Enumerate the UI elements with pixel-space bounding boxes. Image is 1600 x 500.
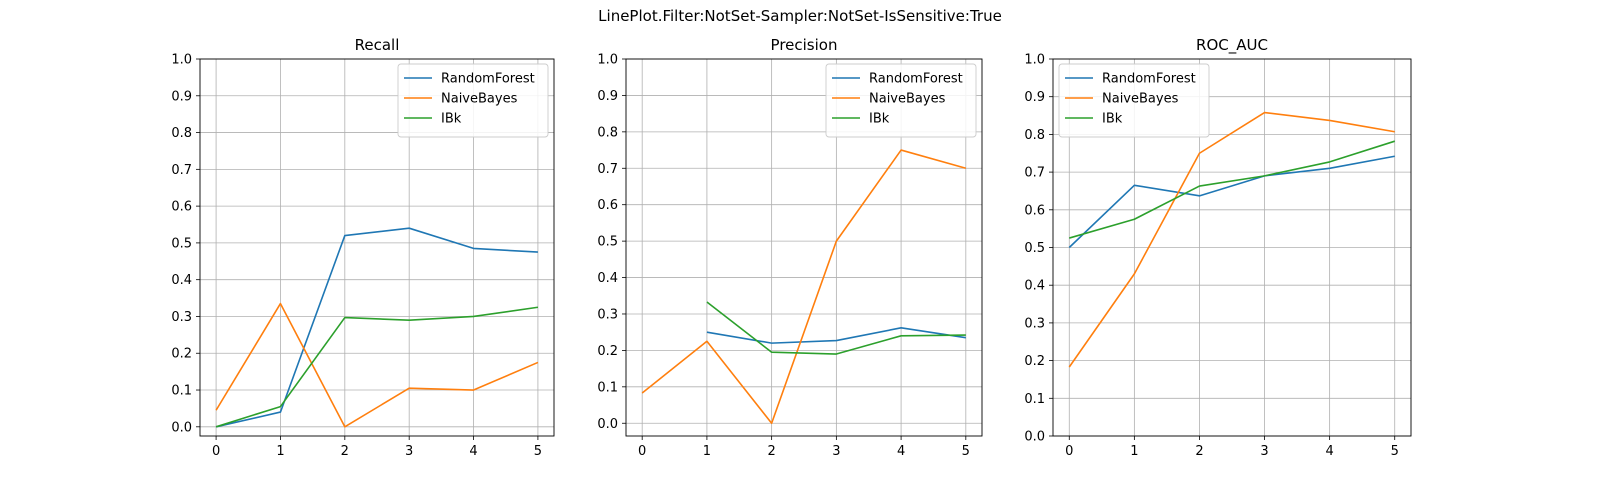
legend-box (397, 63, 549, 138)
x-tick-label: 5 (1391, 444, 1399, 459)
legend-label: RandomForest (869, 72, 963, 87)
legend: RandomForest NaiveBayes IBk (1058, 63, 1210, 138)
y-tick-label: 0.9 (1024, 90, 1045, 105)
series-line-ibk (215, 306, 539, 428)
figure-suptitle: LinePlot.Filter:NotSet-Sampler:NotSet-Is… (598, 7, 1002, 25)
panels: Recall 0 1 2 3 4 5 0.0 0.1 0.2 0.3 0.4 0.5 0.6 0.7 0.8 0… (171, 36, 1412, 459)
series-line-naivebayes (215, 302, 539, 428)
grid (1053, 58, 1411, 437)
y-tick-label: 0.3 (1024, 316, 1045, 331)
y-tick-label: 0.5 (171, 236, 192, 251)
panel-title: Recall (355, 36, 400, 54)
y-tick-label: 0.5 (597, 235, 618, 250)
x-tick-label: 4 (469, 444, 477, 459)
legend-box (1058, 63, 1210, 138)
chart-panel-2: Precision 0 1 2 3 4 5 0.0 0.1 0.2 0.3 0.4 0.5 0.6 0.7 0… (597, 36, 983, 459)
y-tick-label: 0.8 (597, 125, 618, 140)
legend-label: NaiveBayes (1102, 92, 1179, 107)
legend-label: RandomForest (441, 72, 535, 87)
series-line-randomforest (215, 227, 538, 428)
x-tick-label: 0 (638, 444, 646, 459)
x-tick-label: 5 (534, 444, 542, 459)
y-tick-label: 0.4 (171, 273, 192, 288)
y-tick-label: 0.7 (1024, 166, 1045, 181)
y-tick-label: 0.8 (1024, 128, 1045, 143)
x-tick-label: 2 (767, 444, 775, 459)
y-tick-label: 1.0 (1024, 53, 1045, 68)
x-tick-label: 1 (703, 444, 711, 459)
y-tick-label: 0.4 (597, 271, 618, 286)
y-tick-label: 0.0 (171, 420, 192, 435)
legend-label: IBk (869, 112, 890, 127)
x-tick-label: 3 (405, 444, 413, 459)
axes-frame (625, 58, 983, 437)
series-line-randomforest (706, 327, 966, 344)
y-tick-label: 0.5 (1024, 241, 1045, 256)
y-tick-label: 0.6 (597, 198, 618, 213)
y-tick-label: 0.0 (597, 417, 618, 432)
y-tick-label: 0.6 (1024, 203, 1045, 218)
x-tick-label: 2 (341, 444, 349, 459)
y-tick-label: 1.0 (171, 53, 192, 68)
y-tick-label: 0.2 (1024, 354, 1045, 369)
y-tick-label: 0.9 (171, 89, 192, 104)
legend-label: IBk (441, 112, 462, 127)
legend-label: RandomForest (1102, 72, 1196, 87)
y-tick-label: 0.1 (597, 380, 618, 395)
y-tick-label: 0.3 (597, 307, 618, 322)
panel-title: ROC_AUC (1196, 36, 1268, 55)
y-tick-label: 0.1 (171, 384, 192, 399)
axes-frame (199, 58, 555, 437)
x-tick-label: 1 (1130, 444, 1138, 459)
x-tick-label: 5 (962, 444, 970, 459)
axes-frame (1052, 58, 1412, 437)
chart-panel-1: Recall 0 1 2 3 4 5 0.0 0.1 0.2 0.3 0.4 0.5 0.6 0.7 0.8 0… (171, 36, 555, 459)
y-tick-label: 0.7 (171, 163, 192, 178)
y-tick-label: 0.0 (1024, 430, 1045, 445)
x-tick-label: 2 (1195, 444, 1203, 459)
chart-panel-3: ROC_AUC 0 1 2 3 4 5 0.0 0.1 0.2 0.3 0.4 0.5 0.6 0.7 0.8… (1024, 36, 1412, 459)
legend: RandomForest NaiveBayes IBk (397, 63, 549, 138)
y-tick-label: 0.1 (1024, 392, 1045, 407)
x-tick-label: 4 (897, 444, 905, 459)
y-tick-label: 0.3 (171, 310, 192, 325)
y-tick-label: 0.2 (171, 347, 192, 362)
legend-box (825, 63, 977, 138)
legend-label: NaiveBayes (869, 92, 946, 107)
legend: RandomForest NaiveBayes IBk (825, 63, 977, 138)
y-tick-label: 1.0 (597, 53, 618, 68)
series-line-ibk (1069, 140, 1395, 239)
y-tick-label: 0.8 (171, 126, 192, 141)
series-line-ibk (706, 301, 966, 355)
x-tick-label: 3 (832, 444, 840, 459)
x-tick-label: 3 (1260, 444, 1268, 459)
legend-label: IBk (1102, 112, 1123, 127)
y-tick-label: 0.6 (171, 200, 192, 215)
legend-label: NaiveBayes (441, 92, 518, 107)
series-line-naivebayes (641, 149, 967, 425)
panel-title: Precision (771, 36, 838, 54)
x-tick-label: 4 (1325, 444, 1333, 459)
y-tick-label: 0.2 (597, 344, 618, 359)
y-tick-label: 0.9 (597, 89, 618, 104)
x-tick-label: 1 (276, 444, 284, 459)
series-line-randomforest (1068, 155, 1395, 249)
series-line-naivebayes (1068, 111, 1395, 368)
y-tick-label: 0.7 (597, 162, 618, 177)
y-tick-label: 0.4 (1024, 279, 1045, 294)
x-tick-label: 0 (1065, 444, 1073, 459)
x-tick-label: 0 (212, 444, 220, 459)
